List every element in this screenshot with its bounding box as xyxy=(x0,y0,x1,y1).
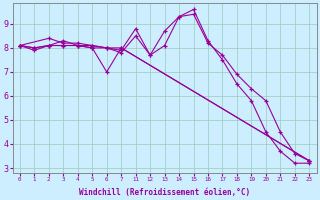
X-axis label: Windchill (Refroidissement éolien,°C): Windchill (Refroidissement éolien,°C) xyxy=(79,188,250,197)
